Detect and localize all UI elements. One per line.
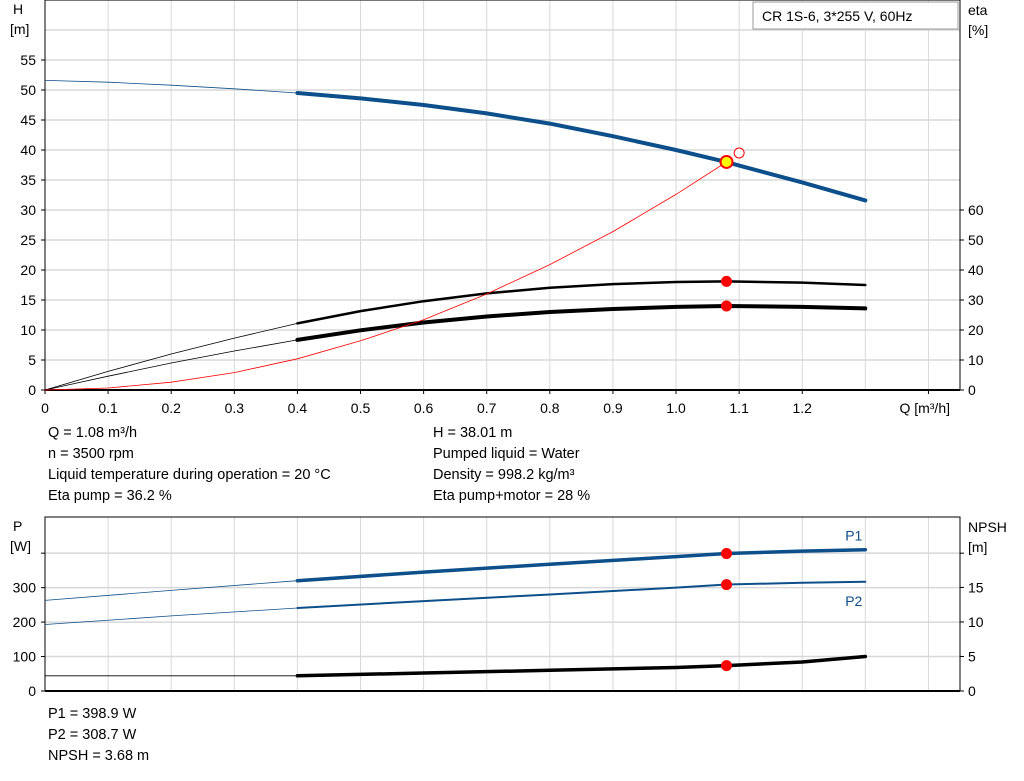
- info-p2: P2 = 308.7 W: [48, 727, 137, 743]
- series-label-P2: P2: [845, 593, 862, 609]
- y-tick-label-left: 25: [20, 232, 36, 248]
- y-tick-label-right: 15: [968, 579, 984, 595]
- curve-head-extrapolated: [44, 80, 298, 94]
- y-tick-label-right: 5: [968, 648, 976, 664]
- curve-eta_pump: [296, 280, 867, 325]
- legend-pump-model: CR 1S-6, 3*255 V, 60Hz: [762, 8, 912, 24]
- legend-box: [752, 1, 959, 30]
- y-tick-label-left: 5: [28, 352, 36, 368]
- info-density: Density = 998.2 kg/m³: [433, 467, 575, 483]
- info-top-left: Q = 1.08 m³/h n = 3500 rpm Liquid temper…: [48, 423, 331, 507]
- duty-point-p1: [721, 548, 733, 560]
- y-tick-label-left: 40: [20, 142, 36, 158]
- x-tick-label: 0.4: [288, 400, 308, 416]
- x-tick-label: 1.0: [666, 400, 686, 416]
- curve-P1-extrapolated: [44, 580, 298, 601]
- y-tick-label-left: 300: [13, 580, 37, 596]
- plot-frame: [44, 0, 961, 391]
- curve-P2-extrapolated: [44, 607, 298, 625]
- info-flow: Q = 1.08 m³/h: [48, 425, 138, 441]
- y-axis-label-right: NPSH: [968, 519, 1007, 535]
- x-tick-label: 0.5: [351, 400, 371, 416]
- y-tick-label-left: 30: [20, 202, 36, 218]
- y-tick-label-right: 0: [968, 382, 976, 398]
- info-eta-pump: Eta pump = 36.2 %: [48, 488, 172, 504]
- y-tick-label-left: 0: [28, 382, 36, 398]
- info-bottom: P1 = 398.9 W P2 = 308.7 W NPSH = 3.68 m: [48, 704, 149, 767]
- y-tick-label-left: 45: [20, 112, 36, 128]
- y-tick-label-right: 40: [968, 262, 984, 278]
- x-tick-label: 0.2: [161, 400, 181, 416]
- y-tick-label-left: 200: [13, 614, 37, 630]
- x-tick-label: 0.8: [540, 400, 560, 416]
- curve-eta_pump_motor-extrapolated: [44, 339, 298, 391]
- curve-P1: [295, 547, 868, 583]
- x-tick-label: 0.1: [98, 400, 118, 416]
- x-tick-label: 0: [41, 400, 49, 416]
- curve-eta_pump_motor: [295, 303, 868, 342]
- y-axis-label-right: eta: [968, 2, 988, 18]
- y-axis-unit-right: [m]: [968, 539, 987, 555]
- y-tick-label-right: 10: [968, 352, 984, 368]
- curve-head: [295, 91, 868, 203]
- y-tick-label-left: 20: [20, 262, 36, 278]
- curve-P2: [296, 580, 867, 609]
- y-tick-label-left: 0: [28, 683, 36, 699]
- y-tick-label-left: 35: [20, 172, 36, 188]
- y-tick-label-left: 100: [13, 649, 37, 665]
- y-axis-label-left: P: [13, 518, 22, 534]
- x-tick-label: 0.9: [603, 400, 623, 416]
- curve-NPSH: [295, 654, 868, 678]
- info-liquid-temp: Liquid temperature during operation = 20…: [48, 467, 331, 483]
- x-tick-label: 1.2: [793, 400, 813, 416]
- y-tick-label-right: 50: [968, 232, 984, 248]
- info-eta-pump-motor: Eta pump+motor = 28 %: [433, 488, 591, 504]
- duty-point-eta-pump: [721, 275, 733, 287]
- duty-point-eta-pump-motor: [721, 300, 733, 312]
- y-tick-label-right: 10: [968, 614, 984, 630]
- info-npsh: NPSH = 3.68 m: [48, 748, 150, 764]
- y-tick-label-left: 15: [20, 292, 36, 308]
- duty-point-p2: [721, 579, 733, 591]
- info-head: H = 38.01 m: [433, 425, 513, 441]
- info-liquid: Pumped liquid = Water: [433, 446, 580, 462]
- duty-point-head: [719, 154, 734, 169]
- x-tick-label: 0.3: [225, 400, 245, 416]
- x-tick-label: 0.6: [414, 400, 434, 416]
- info-top-right: H = 38.01 m Pumped liquid = Water Densit…: [433, 423, 590, 507]
- x-axis-label: Q [m³/h]: [899, 400, 950, 416]
- y-tick-label-left: 50: [20, 82, 36, 98]
- y-tick-label-right: 60: [968, 202, 984, 218]
- y-tick-label-right: 0: [968, 683, 976, 699]
- y-axis-unit-right: [%]: [968, 22, 988, 38]
- y-tick-label-right: 20: [968, 322, 984, 338]
- x-tick-label: 0.7: [477, 400, 497, 416]
- y-axis-unit-left: [m]: [10, 21, 29, 37]
- duty-point-npsh: [721, 660, 733, 672]
- curve-eta_pump-extrapolated: [44, 323, 298, 391]
- plot-frame: [44, 516, 961, 692]
- y-tick-label-left: 55: [20, 52, 36, 68]
- info-p1: P1 = 398.9 W: [48, 706, 137, 722]
- info-speed: n = 3500 rpm: [48, 446, 134, 462]
- x-tick-label: 1.1: [729, 400, 749, 416]
- curve-system: [44, 161, 727, 391]
- y-axis-label-left: H: [13, 1, 23, 17]
- y-tick-label-right: 30: [968, 292, 984, 308]
- y-tick-label-left: 10: [20, 322, 36, 338]
- series-label-P1: P1: [845, 528, 862, 544]
- y-axis-unit-left: [W]: [10, 538, 31, 554]
- requested-point: [733, 147, 745, 159]
